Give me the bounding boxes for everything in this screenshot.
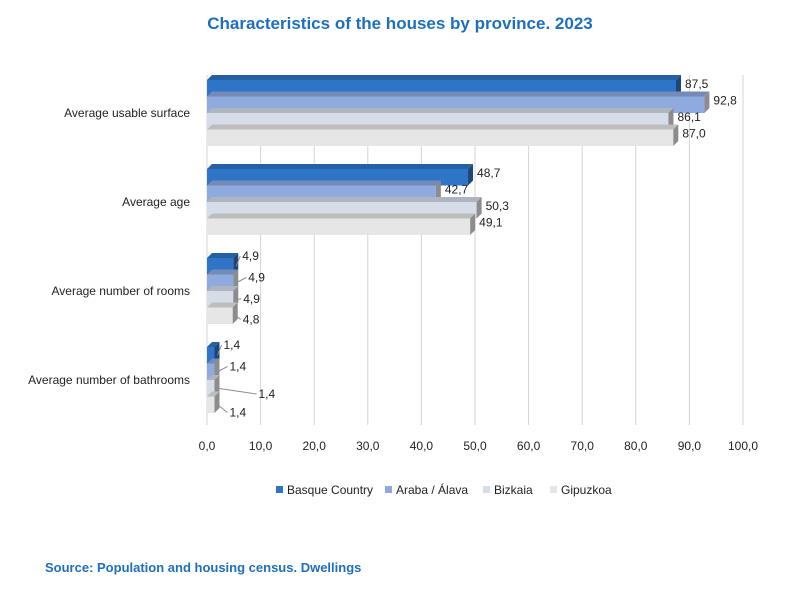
data-label: 4,9: [248, 271, 265, 285]
data-label-leader: [235, 315, 242, 320]
category-labels: Average usable surface Average age Average…: [28, 106, 190, 387]
bar-top-face: [207, 91, 710, 97]
bar: [207, 129, 674, 146]
x-tick-label: 30,0: [356, 439, 380, 453]
bar: [207, 218, 471, 235]
legend-label: Basque Country: [287, 483, 373, 497]
data-label-leader: [217, 366, 228, 373]
data-label: 1,4: [224, 338, 241, 352]
chart-title: Characteristics of the houses by provinc…: [207, 14, 592, 33]
bar-side-face: [470, 213, 476, 235]
bar-side-face: [435, 180, 441, 202]
bar-side-face: [233, 253, 239, 275]
bar-top-face: [207, 286, 239, 291]
bar-side-face: [214, 358, 220, 380]
bar-side-face: [468, 164, 474, 186]
category-label: Average number of rooms: [51, 284, 190, 298]
bar-side-face: [704, 91, 710, 113]
legend-label: Bizkaia: [494, 483, 533, 497]
x-tick-label: 10,0: [249, 439, 273, 453]
legend-swatch: [550, 486, 557, 493]
data-label: 50,3: [486, 199, 510, 213]
bar-side-face: [232, 302, 238, 324]
x-tick-label: 100,0: [728, 439, 758, 453]
data-label-leader: [235, 255, 241, 267]
data-label: 1,4: [230, 360, 247, 374]
bar: [207, 380, 215, 397]
x-tick-label: 60,0: [517, 439, 541, 453]
bar-top-face: [207, 108, 674, 113]
bar: [207, 363, 215, 380]
legend-swatch: [483, 486, 490, 493]
bar-top-face: [207, 269, 239, 275]
bar-top-face: [207, 213, 476, 219]
legend-swatch: [385, 486, 392, 493]
bar-side-face: [668, 108, 674, 130]
bar-top-face: [207, 391, 220, 397]
bar-side-face: [476, 197, 482, 219]
category-label: Average number of bathrooms: [28, 373, 190, 387]
bar-side-face: [214, 391, 220, 413]
data-label-leader: [217, 387, 257, 395]
chart: Characteristics of the houses by provinc…: [28, 14, 759, 497]
data-label: 4,8: [243, 313, 260, 327]
bar-top-face: [207, 197, 482, 202]
bar-top-face: [207, 253, 239, 258]
bar-side-face: [673, 124, 679, 146]
bar-top-face: [207, 164, 474, 169]
bar-top-face: [207, 180, 441, 186]
bar-top-face: [207, 302, 238, 308]
data-label: 48,7: [477, 166, 501, 180]
data-label: 4,9: [243, 292, 260, 306]
data-label: 1,4: [259, 387, 276, 401]
bar: [207, 307, 233, 324]
bar-side-face: [233, 269, 239, 291]
x-tick-label: 0,0: [199, 439, 216, 453]
x-tick-label: 40,0: [410, 439, 434, 453]
x-tick-label: 50,0: [463, 439, 487, 453]
bar-top-face: [207, 342, 220, 347]
x-tick-label: 90,0: [678, 439, 702, 453]
data-label: 87,5: [685, 77, 709, 91]
bar-side-face: [676, 75, 681, 97]
bar-side-face: [233, 286, 239, 308]
legend-label: Araba / Álava: [396, 482, 468, 497]
category-label: Average usable surface: [64, 106, 190, 120]
bar: [207, 347, 215, 364]
data-label-leader: [217, 404, 228, 413]
bars: 87,5 92,8 86,1 87,0 48,7 42,7 50,3 49,1 4,9 4,9 4,…: [207, 75, 737, 420]
source-note: Source: Population and housing census. D…: [45, 560, 362, 575]
bar-top-face: [207, 375, 220, 380]
data-label: 42,7: [445, 183, 469, 197]
bar-top-face: [207, 75, 681, 80]
data-label: 87,0: [682, 127, 706, 141]
bar: [207, 396, 215, 413]
bar-side-face: [214, 342, 220, 364]
x-tick-label: 20,0: [303, 439, 327, 453]
legend-label: Gipuzkoa: [561, 483, 612, 497]
data-label-leader: [217, 344, 222, 356]
data-label: 49,1: [479, 216, 503, 230]
category-label: Average age: [122, 195, 190, 209]
legend-swatch: [276, 486, 283, 493]
x-tick-label: 80,0: [624, 439, 648, 453]
legend: Basque Country Araba / Álava Bizkaia Gipuzk…: [276, 482, 612, 497]
data-label: 92,8: [713, 94, 737, 108]
data-label: 1,4: [230, 406, 247, 420]
bar-top-face: [207, 358, 220, 364]
x-tick-label: 70,0: [571, 439, 595, 453]
bar-side-face: [214, 375, 220, 397]
bar-top-face: [207, 124, 679, 130]
x-axis-ticks: 0,0 10,0 20,0 30,0 40,0 50,0 60,0 70,0 80,0 90,0 1…: [199, 439, 759, 453]
data-label-leader: [236, 277, 247, 284]
data-label: 86,1: [677, 110, 701, 124]
data-label: 4,9: [242, 249, 259, 263]
